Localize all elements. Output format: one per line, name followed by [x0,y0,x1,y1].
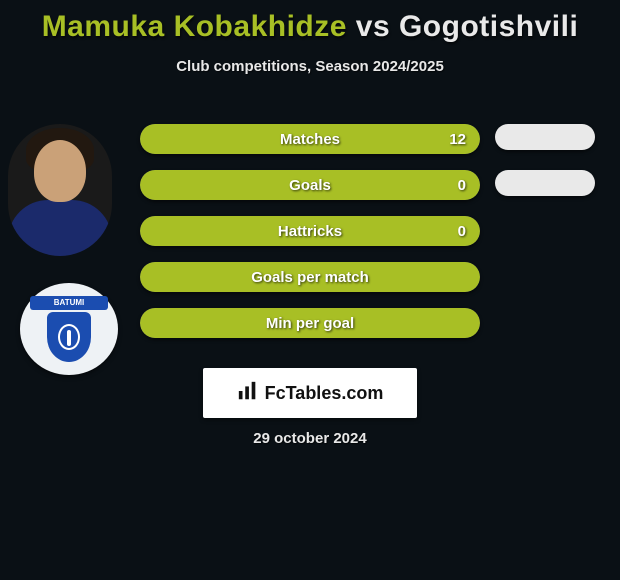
stat-row: Hattricks0 [140,216,480,246]
stat-row: Min per goal [140,308,480,338]
stat-row: Goals per match [140,262,480,292]
stat-label: Min per goal [140,315,480,332]
player2-pills [495,124,595,216]
stat-label: Matches [140,131,480,148]
club-logo: BATUMI [20,283,118,375]
stat-value: 0 [458,177,466,194]
brand-text: FcTables.com [265,383,384,404]
club-shield [47,312,91,362]
stat-row: Matches12 [140,124,480,154]
chart-icon [237,380,259,407]
title-vs: vs [347,10,399,43]
player2-pill [495,170,595,196]
stat-bars: Matches12Goals0Hattricks0Goals per match… [140,124,480,354]
player1-photo [8,124,112,256]
subtitle: Club competitions, Season 2024/2025 [0,58,620,75]
stat-label: Goals per match [140,269,480,286]
date: 29 october 2024 [0,430,620,447]
player2-pill [495,124,595,150]
stat-row: Goals0 [140,170,480,200]
page-title: Mamuka Kobakhidze vs Gogotishvili [0,0,620,44]
brand-box[interactable]: FcTables.com [203,368,417,418]
title-player2: Gogotishvili [399,10,578,43]
stat-value: 12 [449,131,466,148]
stat-label: Goals [140,177,480,194]
stat-label: Hattricks [140,223,480,240]
club-banner: BATUMI [30,296,108,310]
stat-value: 0 [458,223,466,240]
title-player1: Mamuka Kobakhidze [42,10,347,43]
